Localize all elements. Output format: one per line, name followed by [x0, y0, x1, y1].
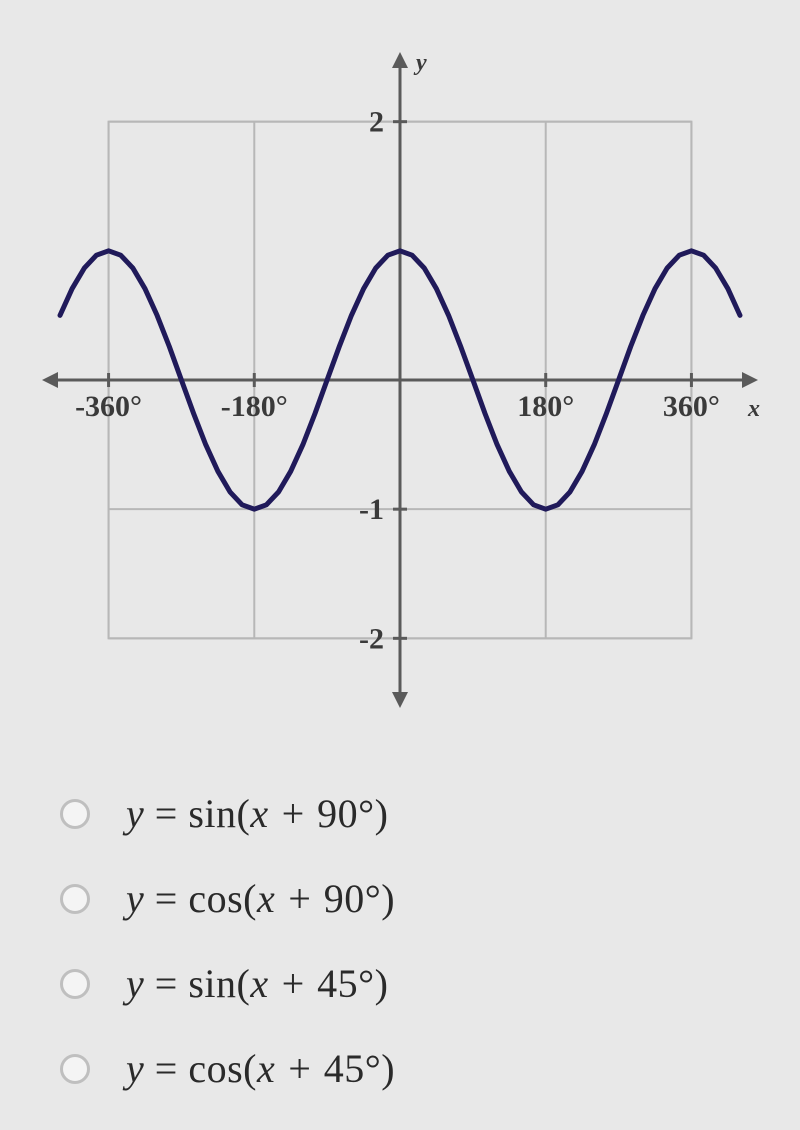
option-4[interactable]: y = cos(x + 45°) [60, 1045, 740, 1092]
svg-text:180°: 180° [517, 390, 574, 423]
answer-options: y = sin(x + 90°) y = cos(x + 90°) y = si… [60, 790, 740, 1130]
svg-text:x: x [747, 396, 760, 422]
svg-text:-360°: -360° [75, 390, 142, 423]
radio-icon [60, 969, 90, 999]
svg-text:360°: 360° [663, 390, 720, 423]
radio-icon [60, 799, 90, 829]
svg-text:-1: -1 [359, 493, 384, 526]
svg-text:2: 2 [369, 106, 384, 139]
option-label: y = sin(x + 90°) [126, 790, 388, 837]
radio-icon [60, 1054, 90, 1084]
svg-text:-180°: -180° [221, 390, 288, 423]
option-2[interactable]: y = cos(x + 90°) [60, 875, 740, 922]
svg-text:-2: -2 [359, 622, 384, 655]
radio-icon [60, 884, 90, 914]
svg-text:y: y [413, 50, 427, 76]
trig-chart: -360° -180° 180° 360° -2 -1 2 y x [30, 10, 770, 750]
option-3[interactable]: y = sin(x + 45°) [60, 960, 740, 1007]
option-label: y = cos(x + 45°) [126, 1045, 395, 1092]
option-label: y = cos(x + 90°) [126, 875, 395, 922]
option-1[interactable]: y = sin(x + 90°) [60, 790, 740, 837]
option-label: y = sin(x + 45°) [126, 960, 388, 1007]
